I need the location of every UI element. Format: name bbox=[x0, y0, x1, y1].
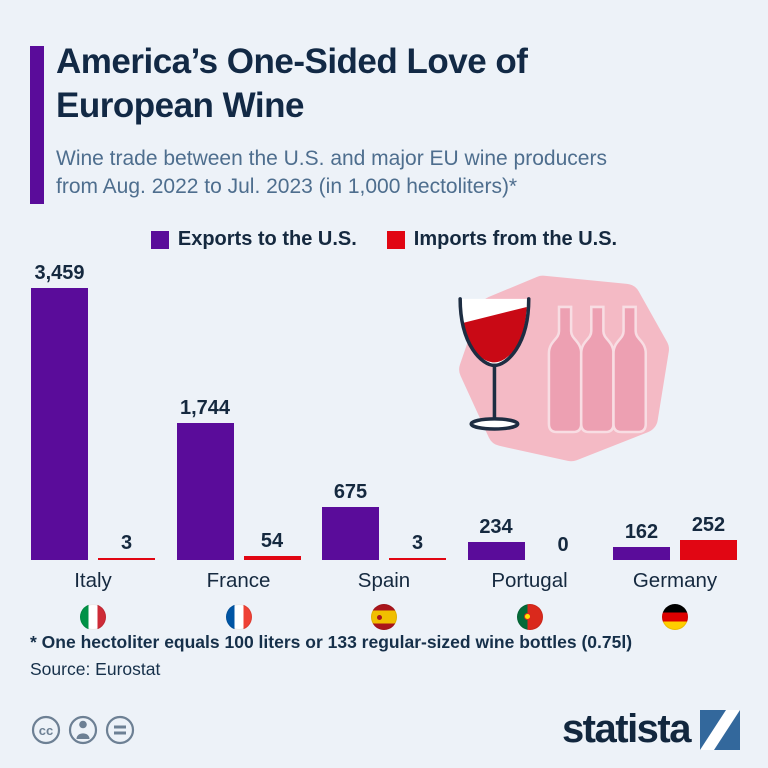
country-label: Spain bbox=[357, 569, 411, 592]
bar-chart: 3,459 3 Italy 1,744 54 bbox=[26, 252, 742, 630]
legend-imports-swatch bbox=[386, 230, 405, 249]
export-value-label: 675 bbox=[333, 481, 368, 503]
country-label: Portugal bbox=[491, 569, 568, 592]
import-value-label: 252 bbox=[691, 514, 726, 536]
import-value-label: 54 bbox=[260, 530, 284, 552]
subtitle-line-1: Wine trade between the U.S. and major EU… bbox=[56, 147, 607, 170]
import-bar bbox=[389, 558, 446, 560]
subtitle-line-2: from Aug. 2022 to Jul. 2023 (in 1,000 he… bbox=[56, 174, 518, 198]
france-flag-icon bbox=[225, 604, 252, 630]
export-bar bbox=[176, 423, 234, 560]
import-bar bbox=[680, 540, 737, 560]
no-derivatives-icon bbox=[105, 715, 135, 745]
svg-text:cc: cc bbox=[39, 723, 53, 738]
export-bar bbox=[322, 507, 379, 560]
import-bar bbox=[98, 558, 155, 560]
wine-glass-icon bbox=[458, 297, 531, 431]
country-group-portugal: 234 0 Portugal bbox=[463, 252, 597, 630]
legend-imports-label: Imports from the U.S. bbox=[413, 228, 618, 250]
italy-flag-icon bbox=[80, 604, 106, 630]
country-label: France bbox=[206, 569, 271, 592]
portugal-emblem bbox=[523, 613, 531, 620]
country-label: Italy bbox=[74, 569, 112, 592]
export-value-label: 162 bbox=[624, 521, 659, 543]
country-group-italy: 3,459 3 Italy bbox=[26, 252, 160, 630]
import-bar bbox=[243, 556, 301, 560]
wine-decoration-illustration bbox=[458, 275, 669, 462]
statista-brand: statista bbox=[562, 707, 740, 752]
country-label: Germany bbox=[632, 569, 718, 592]
import-value-label: 3 bbox=[411, 532, 424, 554]
page-title: America’s One-Sided Love of European Win… bbox=[56, 40, 716, 129]
chart-legend: Exports to the U.S. Imports from the U.S… bbox=[0, 228, 768, 251]
page-subtitle: Wine trade between the U.S. and major EU… bbox=[56, 145, 736, 200]
statista-wordmark: statista bbox=[561, 707, 692, 751]
export-bar bbox=[467, 542, 525, 560]
country-group-germany: 162 252 Germany bbox=[608, 252, 742, 630]
export-bar bbox=[613, 547, 670, 560]
spain-emblem bbox=[377, 615, 382, 620]
export-value-label: 234 bbox=[479, 516, 513, 538]
attribution-person-icon bbox=[68, 715, 98, 745]
legend-exports-swatch bbox=[150, 230, 169, 249]
import-value-label: 3 bbox=[120, 532, 133, 554]
export-bar bbox=[31, 288, 88, 560]
legend-item-imports: Imports from the U.S. bbox=[386, 228, 618, 251]
title-line-2: European Wine bbox=[56, 86, 304, 126]
wine-bottles-icon bbox=[547, 305, 648, 434]
cc-icon: cc bbox=[31, 715, 61, 745]
creative-commons-license-icons: cc bbox=[31, 715, 135, 745]
legend-exports-label: Exports to the U.S. bbox=[177, 228, 357, 250]
source-line: Source: Eurostat bbox=[30, 659, 161, 679]
statista-logo-icon bbox=[700, 709, 740, 750]
spain-flag-icon bbox=[371, 604, 397, 630]
footnote: * One hectoliter equals 100 liters or 13… bbox=[30, 632, 633, 652]
export-value-label: 1,744 bbox=[179, 397, 231, 419]
country-group-spain: 675 3 Spain bbox=[317, 252, 451, 630]
legend-item-exports: Exports to the U.S. bbox=[150, 228, 357, 251]
export-value-label: 3,459 bbox=[34, 262, 85, 284]
import-value-label: 0 bbox=[557, 534, 569, 556]
germany-flag-icon bbox=[662, 604, 688, 630]
portugal-flag-icon bbox=[516, 604, 543, 630]
country-group-france: 1,744 54 France bbox=[172, 252, 306, 630]
title-accent-bar bbox=[30, 46, 44, 204]
title-line-1: America’s One-Sided Love of bbox=[56, 42, 528, 81]
